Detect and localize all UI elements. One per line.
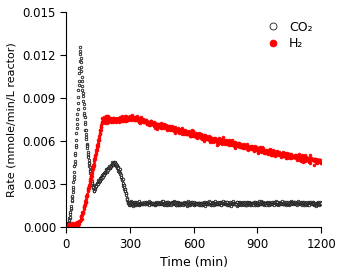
CO₂ [263, 203, 268, 206]
CO₂ [64, 225, 69, 229]
Y-axis label: Rate (mmole/min/L reactor): Rate (mmole/min/L reactor) [7, 42, 17, 197]
CO₂ [240, 201, 244, 205]
H₂ [168, 129, 172, 132]
X-axis label: Time (min): Time (min) [160, 256, 228, 269]
H₂ [263, 150, 268, 153]
H₂ [130, 113, 134, 117]
Legend: CO₂, H₂: CO₂, H₂ [261, 18, 315, 53]
Line: CO₂: CO₂ [65, 46, 322, 228]
CO₂ [268, 202, 272, 205]
H₂ [268, 150, 272, 153]
Line: H₂: H₂ [65, 114, 322, 229]
H₂ [65, 225, 69, 229]
H₂ [177, 129, 181, 132]
H₂ [240, 144, 244, 147]
CO₂ [64, 225, 69, 228]
CO₂ [319, 201, 323, 205]
CO₂ [177, 204, 181, 207]
CO₂ [91, 185, 95, 189]
H₂ [91, 168, 95, 171]
H₂ [319, 161, 323, 164]
CO₂ [168, 203, 172, 206]
CO₂ [78, 45, 82, 49]
H₂ [64, 223, 69, 227]
